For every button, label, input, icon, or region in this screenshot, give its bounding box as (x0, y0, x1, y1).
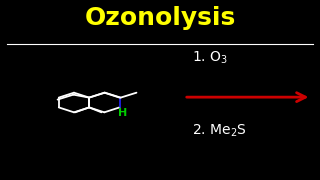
Text: Ozonolysis: Ozonolysis (84, 6, 236, 30)
Text: H: H (117, 108, 127, 118)
Text: 2. Me$_2$S: 2. Me$_2$S (192, 123, 247, 139)
Text: 1. O$_3$: 1. O$_3$ (192, 50, 228, 66)
